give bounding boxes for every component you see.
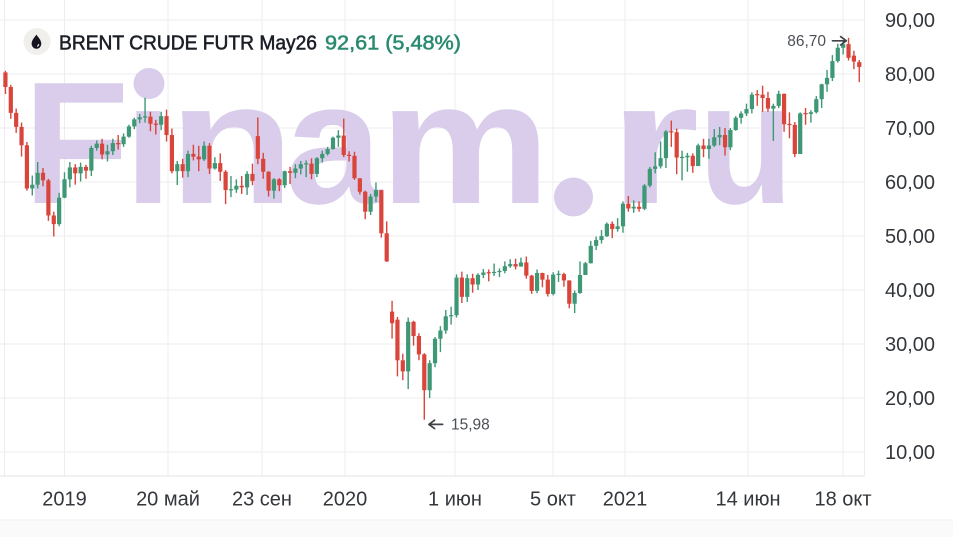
svg-text:60,00: 60,00 xyxy=(885,172,935,194)
svg-text:14 июн: 14 июн xyxy=(715,489,780,511)
svg-text:90,00: 90,00 xyxy=(885,10,935,32)
svg-text:2020: 2020 xyxy=(323,489,368,511)
svg-text:70,00: 70,00 xyxy=(885,118,935,140)
svg-text:2021: 2021 xyxy=(603,489,648,511)
svg-text:86,70: 86,70 xyxy=(787,33,826,50)
svg-text:20,00: 20,00 xyxy=(885,388,935,410)
svg-text:18 окт: 18 окт xyxy=(814,489,871,511)
svg-text:50,00: 50,00 xyxy=(885,226,935,248)
svg-text:40,00: 40,00 xyxy=(885,280,935,302)
svg-text:m: m xyxy=(380,45,551,240)
svg-text:n: n xyxy=(168,45,295,240)
svg-text:80,00: 80,00 xyxy=(885,64,935,86)
svg-text:23 сен: 23 сен xyxy=(232,489,292,511)
svg-text:30,00: 30,00 xyxy=(885,334,935,356)
svg-text:1 июн: 1 июн xyxy=(428,489,482,511)
svg-text:92,61 (5,48%): 92,61 (5,48%) xyxy=(325,33,461,55)
svg-text:F: F xyxy=(23,45,129,240)
svg-text:10,00: 10,00 xyxy=(885,442,935,464)
svg-text:20 май: 20 май xyxy=(136,489,200,511)
svg-text:BRENT CRUDE FUTR May26: BRENT CRUDE FUTR May26 xyxy=(59,33,317,55)
svg-text:2019: 2019 xyxy=(42,489,87,511)
svg-text:5 окт: 5 окт xyxy=(530,489,576,511)
svg-text:15,98: 15,98 xyxy=(451,417,490,434)
